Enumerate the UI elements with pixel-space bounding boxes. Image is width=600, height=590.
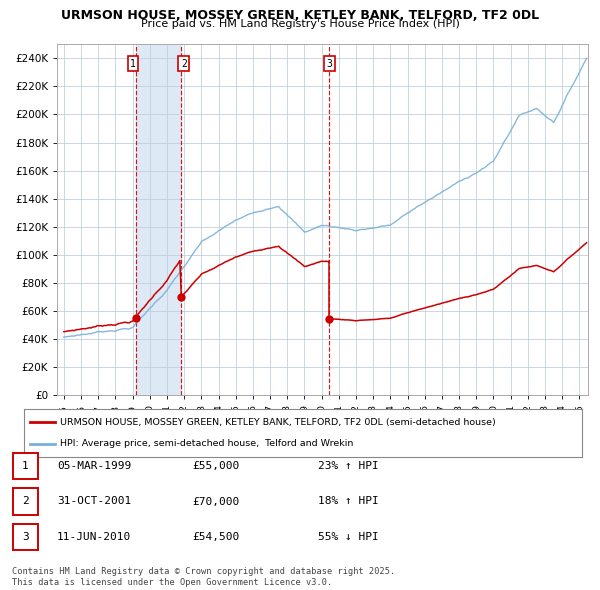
Text: 3: 3	[326, 58, 332, 68]
Text: URMSON HOUSE, MOSSEY GREEN, KETLEY BANK, TELFORD, TF2 0DL: URMSON HOUSE, MOSSEY GREEN, KETLEY BANK,…	[61, 9, 539, 22]
Text: 55% ↓ HPI: 55% ↓ HPI	[318, 532, 379, 542]
Text: 1: 1	[22, 461, 29, 471]
Text: 18% ↑ HPI: 18% ↑ HPI	[318, 497, 379, 506]
Text: 11-JUN-2010: 11-JUN-2010	[57, 532, 131, 542]
FancyBboxPatch shape	[13, 523, 38, 550]
Text: 2: 2	[181, 58, 187, 68]
Text: 1: 1	[130, 58, 136, 68]
Text: 23% ↑ HPI: 23% ↑ HPI	[318, 461, 379, 471]
Text: Contains HM Land Registry data © Crown copyright and database right 2025.: Contains HM Land Registry data © Crown c…	[12, 566, 395, 576]
Text: £70,000: £70,000	[192, 497, 239, 506]
Text: 3: 3	[22, 532, 29, 542]
Text: £55,000: £55,000	[192, 461, 239, 471]
FancyBboxPatch shape	[13, 453, 38, 480]
Text: This data is licensed under the Open Government Licence v3.0.: This data is licensed under the Open Gov…	[12, 578, 332, 588]
Bar	[136, 44, 181, 395]
Text: Price paid vs. HM Land Registry's House Price Index (HPI): Price paid vs. HM Land Registry's House …	[140, 19, 460, 30]
Text: 31-OCT-2001: 31-OCT-2001	[57, 497, 131, 506]
Text: £54,500: £54,500	[192, 532, 239, 542]
Text: URMSON HOUSE, MOSSEY GREEN, KETLEY BANK, TELFORD, TF2 0DL (semi-detached house): URMSON HOUSE, MOSSEY GREEN, KETLEY BANK,…	[60, 418, 496, 427]
Text: 2: 2	[22, 497, 29, 506]
Text: HPI: Average price, semi-detached house,  Telford and Wrekin: HPI: Average price, semi-detached house,…	[60, 439, 353, 448]
Text: 05-MAR-1999: 05-MAR-1999	[57, 461, 131, 471]
FancyBboxPatch shape	[13, 488, 38, 515]
